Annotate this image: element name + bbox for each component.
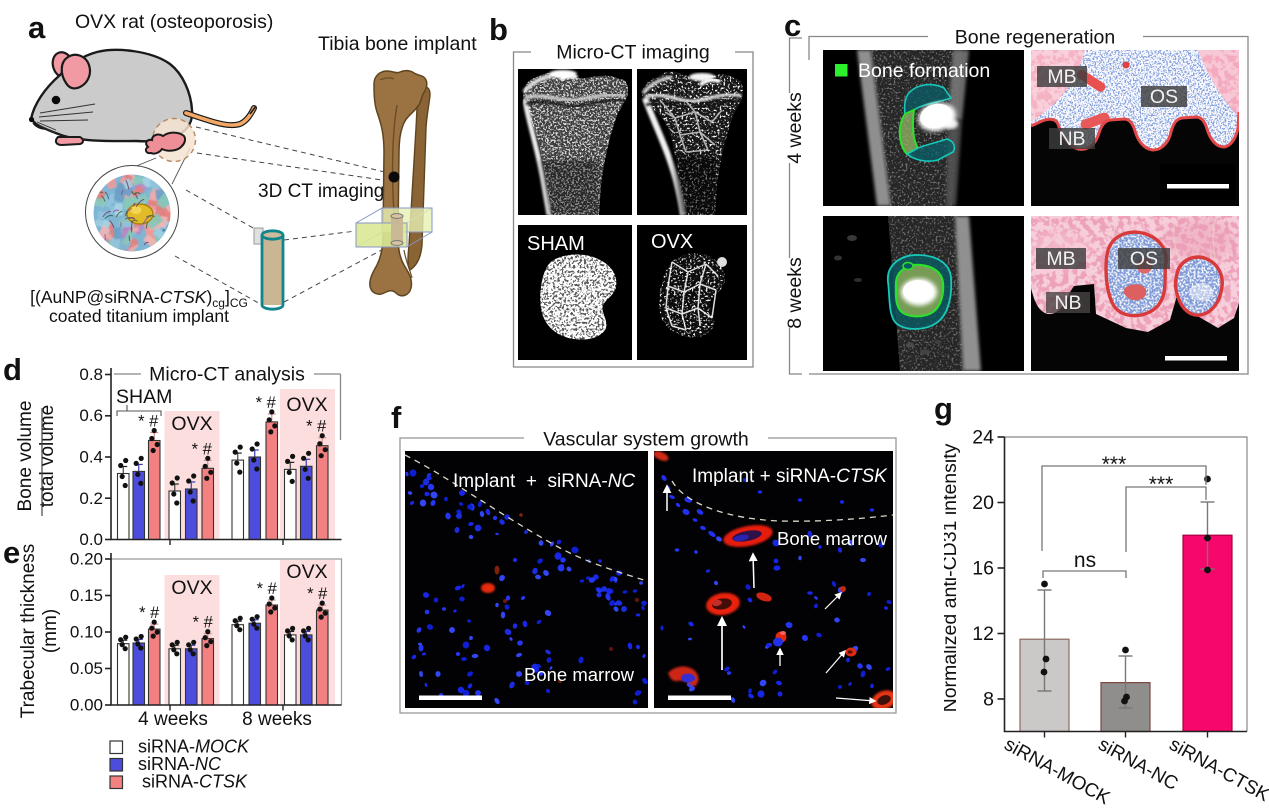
svg-text:0.0: 0.0 <box>79 530 103 549</box>
svg-text:OVX: OVX <box>171 413 212 435</box>
svg-text:20: 20 <box>972 492 994 514</box>
svg-text:Normalized anti-CD31 intensity: Normalized anti-CD31 intensity <box>944 443 961 712</box>
svg-text:* #: * # <box>139 604 160 622</box>
svg-text:Vascular system growth: Vascular system growth <box>543 429 749 451</box>
svg-text:[(AuNP@siRNA-CTSK)cg]CG: [(AuNP@siRNA-CTSK)cg]CG <box>30 287 248 310</box>
svg-text:* #: * # <box>257 580 278 598</box>
svg-text:* #: * # <box>192 440 213 458</box>
svg-text:Micro-CT analysis: Micro-CT analysis <box>149 364 305 386</box>
svg-text:Tibia bone implant: Tibia bone implant <box>318 33 477 55</box>
svg-text:OS: OS <box>1150 86 1178 108</box>
svg-text:Bone marrow: Bone marrow <box>777 528 888 549</box>
svg-text:(mm): (mm) <box>40 609 61 653</box>
svg-text:Implant + siRNA-NC: Implant + siRNA-NC <box>453 471 635 492</box>
svg-text:siRNA-MOCK: siRNA-MOCK <box>138 737 250 757</box>
svg-text:MB: MB <box>1047 66 1076 88</box>
svg-text:MB: MB <box>1046 248 1075 270</box>
svg-text:8: 8 <box>983 689 994 711</box>
svg-text:* #: * # <box>138 413 159 431</box>
svg-text:***: *** <box>1102 453 1127 476</box>
svg-text:OVX: OVX <box>286 394 327 416</box>
svg-text:* #: * # <box>256 394 277 412</box>
svg-text:Bone formation: Bone formation <box>858 60 990 82</box>
svg-text:0.8: 0.8 <box>79 365 103 384</box>
svg-text:* #: * # <box>306 418 327 436</box>
svg-text:0.15: 0.15 <box>70 586 103 605</box>
svg-text:0.10: 0.10 <box>70 623 103 642</box>
svg-text:Trabecular thickness: Trabecular thickness <box>18 544 39 719</box>
svg-text:OVX: OVX <box>286 561 327 583</box>
svg-text:0.00: 0.00 <box>70 696 103 715</box>
svg-text:* #: * # <box>193 614 214 632</box>
svg-text:4 weeks: 4 weeks <box>784 92 806 164</box>
svg-text:siRNA-NC: siRNA-NC <box>1095 734 1182 795</box>
svg-text:0.4: 0.4 <box>79 448 103 467</box>
svg-text:ns: ns <box>1074 549 1096 572</box>
svg-text:coated titanium implant: coated titanium implant <box>49 306 229 326</box>
svg-text:8 weeks: 8 weeks <box>784 257 806 329</box>
svg-text:Bone volume: Bone volume <box>15 401 36 512</box>
svg-text:3D CT imaging: 3D CT imaging <box>258 181 384 202</box>
svg-text:siRNA-NC: siRNA-NC <box>138 754 222 774</box>
svg-text:Bone regeneration: Bone regeneration <box>955 27 1115 49</box>
svg-text:16: 16 <box>972 558 994 580</box>
svg-text:Micro-CT imaging: Micro-CT imaging <box>556 42 710 64</box>
svg-text:* #: * # <box>307 585 328 603</box>
svg-text:siRNA-CTSK: siRNA-CTSK <box>1166 734 1269 806</box>
svg-text:OVX rat (osteoporosis): OVX rat (osteoporosis) <box>75 11 273 33</box>
svg-text:siRNA-CTSK: siRNA-CTSK <box>142 772 248 792</box>
svg-text:OVX: OVX <box>171 577 212 599</box>
svg-text:NB: NB <box>1058 128 1085 150</box>
svg-text:0.20: 0.20 <box>70 550 103 569</box>
svg-text:8 weeks: 8 weeks <box>242 709 312 730</box>
svg-text:total volume: total volume <box>37 405 58 507</box>
svg-text:0.05: 0.05 <box>70 659 103 678</box>
svg-text:NB: NB <box>1054 292 1081 314</box>
svg-text:siRNA-MOCK: siRNA-MOCK <box>1001 734 1114 809</box>
svg-text:24: 24 <box>972 427 994 449</box>
svg-text:SHAM: SHAM <box>527 233 585 255</box>
svg-text:Bone marrow: Bone marrow <box>524 664 635 685</box>
svg-text:0.6: 0.6 <box>79 406 103 425</box>
svg-text:12: 12 <box>972 623 994 645</box>
svg-text:Implant + siRNA-CTSK: Implant + siRNA-CTSK <box>692 466 888 487</box>
svg-text:0.2: 0.2 <box>79 489 103 508</box>
svg-text:SHAM: SHAM <box>116 386 172 408</box>
svg-text:4 weeks: 4 weeks <box>138 709 208 730</box>
svg-text:***: *** <box>1149 473 1174 496</box>
svg-text:OS: OS <box>1130 248 1158 270</box>
svg-text:OVX: OVX <box>651 231 693 253</box>
